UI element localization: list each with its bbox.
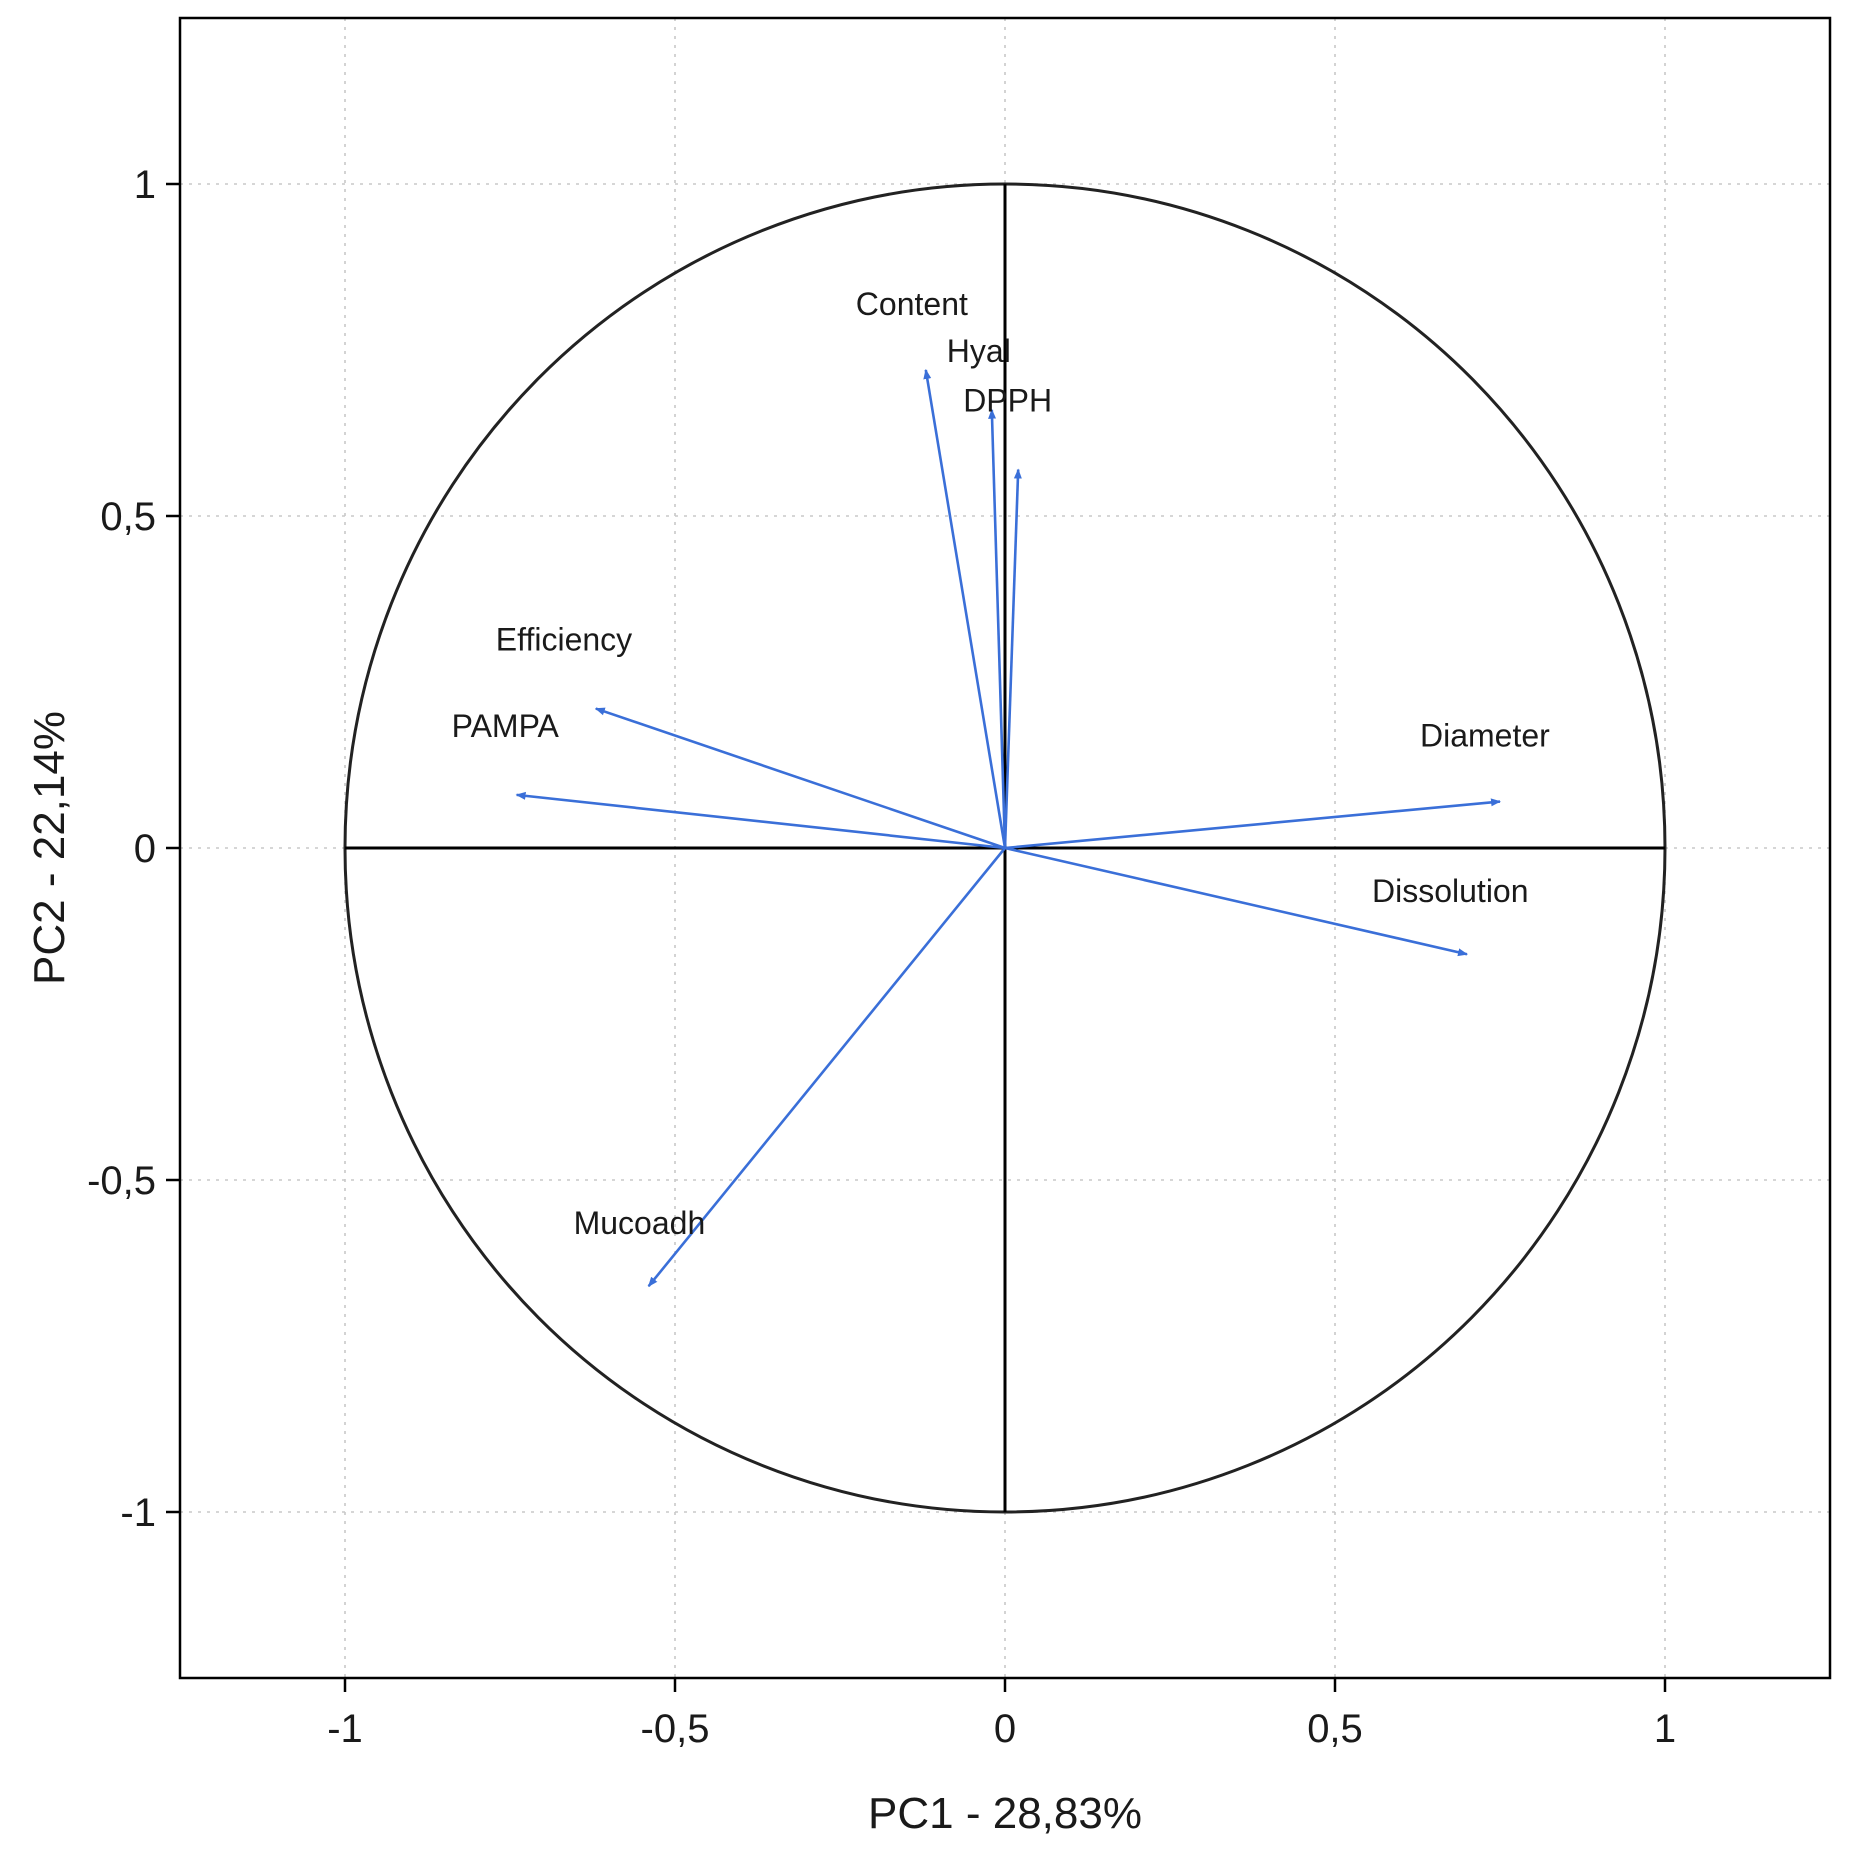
y-axis-title: PC2 - 22,14%: [25, 711, 74, 985]
vector-arrow-content: [923, 368, 1007, 849]
vector-label-diameter: Diameter: [1420, 718, 1550, 754]
vector-arrow-dpph: [1003, 468, 1022, 849]
vector-arrow-efficiency: [594, 707, 1006, 850]
y-tick-label: -0,5: [87, 1159, 156, 1203]
y-tick-label: 0: [134, 827, 156, 871]
x-tick-label: 1: [1654, 1707, 1676, 1751]
vector-label-dissolution: Dissolution: [1372, 873, 1529, 909]
vector-arrow-dissolution: [1004, 846, 1468, 957]
vector-label-efficiency: Efficiency: [496, 622, 632, 658]
vector-label-dpph: DPPH: [963, 383, 1052, 419]
tick-layer: -1 -0,5 0 0,5 1 -1 -0,5 0 0,5 1: [87, 163, 1676, 1751]
vector-arrow-hyal: [988, 408, 1007, 849]
x-tick-label: -0,5: [641, 1707, 710, 1751]
vector-layer: [515, 368, 1501, 1288]
x-tick-label: 0: [994, 1707, 1016, 1751]
y-tick-label: 1: [134, 163, 156, 207]
vector-label-content: Content: [856, 286, 968, 322]
vector-label-mucoadh: Mucoadh: [574, 1205, 706, 1241]
y-tick-label: -1: [120, 1491, 156, 1535]
y-tick-label: 0,5: [100, 495, 156, 539]
vector-label-hyal: Hyal: [947, 333, 1011, 369]
x-tick-label: 0,5: [1307, 1707, 1363, 1751]
vector-label-layer: Content Hyal DPPH Efficiency PAMPA Diameter Di…: [452, 286, 1551, 1241]
vector-arrow-mucoadh: [647, 847, 1007, 1288]
vector-label-pampa: PAMPA: [452, 708, 560, 744]
x-axis-title: PC1 - 28,83%: [868, 1789, 1142, 1838]
vector-arrow-diameter: [1004, 798, 1501, 850]
x-tick-label: -1: [327, 1707, 363, 1751]
vector-arrow-pampa: [515, 791, 1006, 850]
